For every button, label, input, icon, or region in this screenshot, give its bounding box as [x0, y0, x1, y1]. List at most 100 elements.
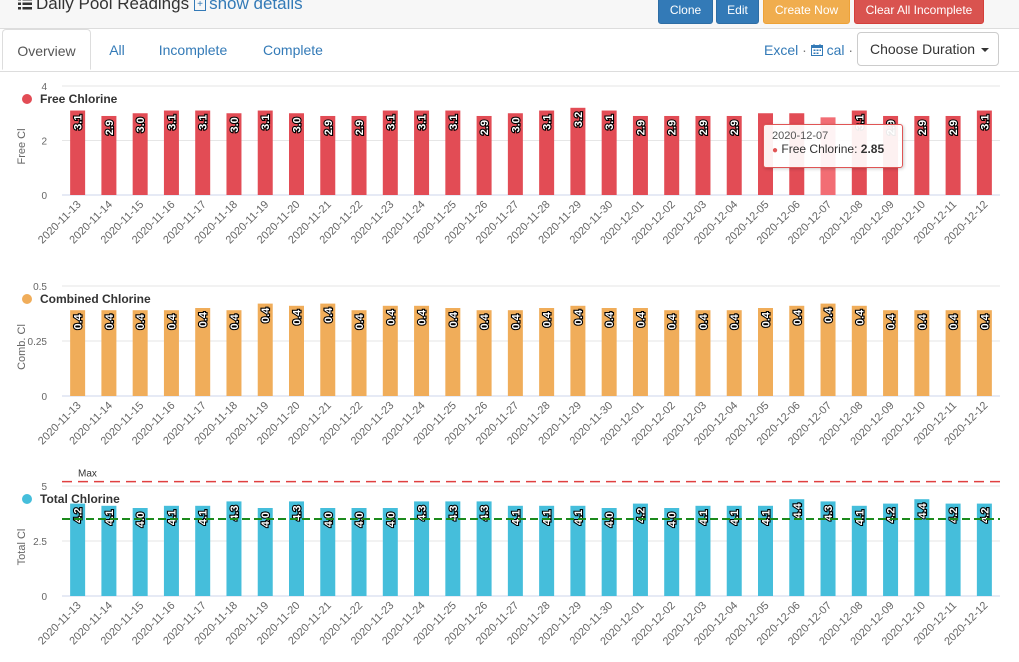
data-label: 4.2 [73, 508, 85, 523]
data-label: 0.4 [510, 313, 522, 329]
data-label: 3.1 [542, 115, 554, 130]
data-label: 4.1 [104, 510, 116, 525]
data-label: 2.9 [104, 120, 116, 135]
edit-button[interactable]: Edit [716, 0, 759, 24]
data-label: 4.4 [792, 502, 804, 518]
data-label: 0.4 [948, 313, 960, 329]
data-label: 3.1 [604, 115, 616, 130]
choose-duration-dropdown[interactable]: Choose Duration [857, 32, 999, 66]
data-label: 4.1 [729, 510, 741, 525]
clear-all-incomplete-button[interactable]: Clear All Incomplete [854, 0, 984, 24]
calendar-icon[interactable] [811, 42, 823, 58]
list-icon [18, 0, 32, 15]
data-label: 3.1 [385, 115, 397, 130]
data-label: 4.1 [166, 510, 178, 525]
data-label: 4.1 [198, 510, 210, 525]
data-label: 4.4 [917, 502, 929, 518]
separator-dot: · [844, 42, 853, 58]
data-label: 4.2 [886, 508, 898, 523]
data-label: 0.4 [635, 311, 647, 327]
legend-dot[interactable] [22, 294, 32, 304]
data-label: 2.9 [635, 120, 647, 135]
data-label: 4.2 [948, 508, 960, 523]
data-label: 0.4 [229, 313, 241, 329]
top-toolbar: Daily Pool Readings +show details Clone E… [0, 0, 1019, 29]
legend-dot[interactable] [22, 494, 32, 504]
tab-complete[interactable]: Complete [253, 29, 333, 71]
data-label: 3.0 [135, 117, 147, 132]
tab-overview[interactable]: Overview [2, 29, 91, 70]
data-label: 2.9 [479, 120, 491, 135]
plus-square-icon[interactable]: + [194, 0, 206, 11]
y-tick-label: 2 [41, 137, 47, 148]
data-label: 2.9 [667, 120, 679, 135]
data-label: 0.4 [667, 313, 679, 329]
data-label: 0.4 [417, 309, 429, 325]
clone-button[interactable]: Clone [658, 0, 713, 24]
data-label: 0.4 [823, 307, 835, 323]
data-label: 0.4 [166, 313, 178, 329]
y-tick-label: 0 [41, 191, 47, 202]
data-label: 3.2 [573, 112, 585, 127]
duration-label: Choose Duration [870, 41, 975, 57]
data-label: 0.4 [479, 313, 491, 329]
legend-label[interactable]: Free Chlorine [40, 92, 118, 106]
legend-label[interactable]: Combined Chlorine [40, 292, 151, 306]
data-label: 0.4 [542, 311, 554, 327]
data-label: 4.1 [854, 510, 866, 525]
data-label: 0.4 [979, 313, 991, 329]
data-label: 0.4 [198, 311, 210, 327]
data-label: 4.1 [698, 510, 710, 525]
separator-dot: · [798, 42, 810, 58]
legend-dot[interactable] [22, 94, 32, 104]
data-label: 4.2 [635, 508, 647, 523]
data-label: 4.1 [761, 510, 773, 525]
data-label: 2.9 [698, 120, 710, 135]
data-label: 4.2 [979, 508, 991, 523]
tooltip-value: 2.85 [861, 142, 884, 156]
data-label: 4.1 [542, 510, 554, 525]
data-label: 2.9 [917, 120, 929, 135]
data-label: 3.0 [292, 117, 304, 132]
data-label: 0.4 [761, 311, 773, 327]
tab-all[interactable]: All [100, 29, 134, 71]
data-label: 3.0 [510, 117, 522, 132]
data-label: 0.4 [448, 311, 460, 327]
data-label: 2.9 [729, 120, 741, 135]
data-label: 0.4 [854, 309, 866, 325]
data-label: 3.1 [979, 115, 991, 130]
data-label: 3.1 [73, 115, 85, 130]
data-label: 0.4 [573, 309, 585, 325]
data-label: 4.1 [510, 510, 522, 525]
y-tick-label: 0 [41, 392, 47, 403]
export-tools: Excel · cal · [764, 29, 853, 71]
data-label: 0.4 [385, 309, 397, 325]
excel-link[interactable]: Excel [764, 42, 798, 58]
tooltip-date: 2020-12-07 [772, 130, 894, 142]
data-label: 0.4 [135, 313, 147, 329]
data-label: 3.0 [229, 117, 241, 132]
data-label: 0.4 [729, 313, 741, 329]
tab-incomplete[interactable]: Incomplete [150, 29, 236, 71]
y-tick-label: 0 [41, 592, 47, 603]
data-label: 3.1 [260, 115, 272, 130]
data-label: 0.4 [604, 311, 616, 327]
chart-tooltip: 2020-12-07 ● Free Chlorine: 2.85 [763, 124, 903, 168]
create-now-button[interactable]: Create Now [763, 0, 850, 24]
y-tick-label: 0.25 [28, 337, 48, 348]
data-label: 3.1 [166, 115, 178, 130]
data-label: 4.1 [573, 510, 585, 525]
data-label: 0.4 [73, 313, 85, 329]
page-title-text: Daily Pool Readings [36, 0, 189, 13]
data-label: 2.9 [354, 120, 366, 135]
y-axis-label: Comb. Cl [16, 324, 28, 370]
data-label: 0.4 [698, 313, 710, 329]
data-label: 3.1 [448, 115, 460, 130]
data-label: 0.4 [104, 313, 116, 329]
show-details-link[interactable]: show details [209, 0, 303, 13]
y-axis-label: Free Cl [16, 128, 28, 164]
data-label: 3.1 [198, 115, 210, 130]
cal-link[interactable]: cal [827, 42, 845, 58]
data-label: 0.4 [886, 313, 898, 329]
